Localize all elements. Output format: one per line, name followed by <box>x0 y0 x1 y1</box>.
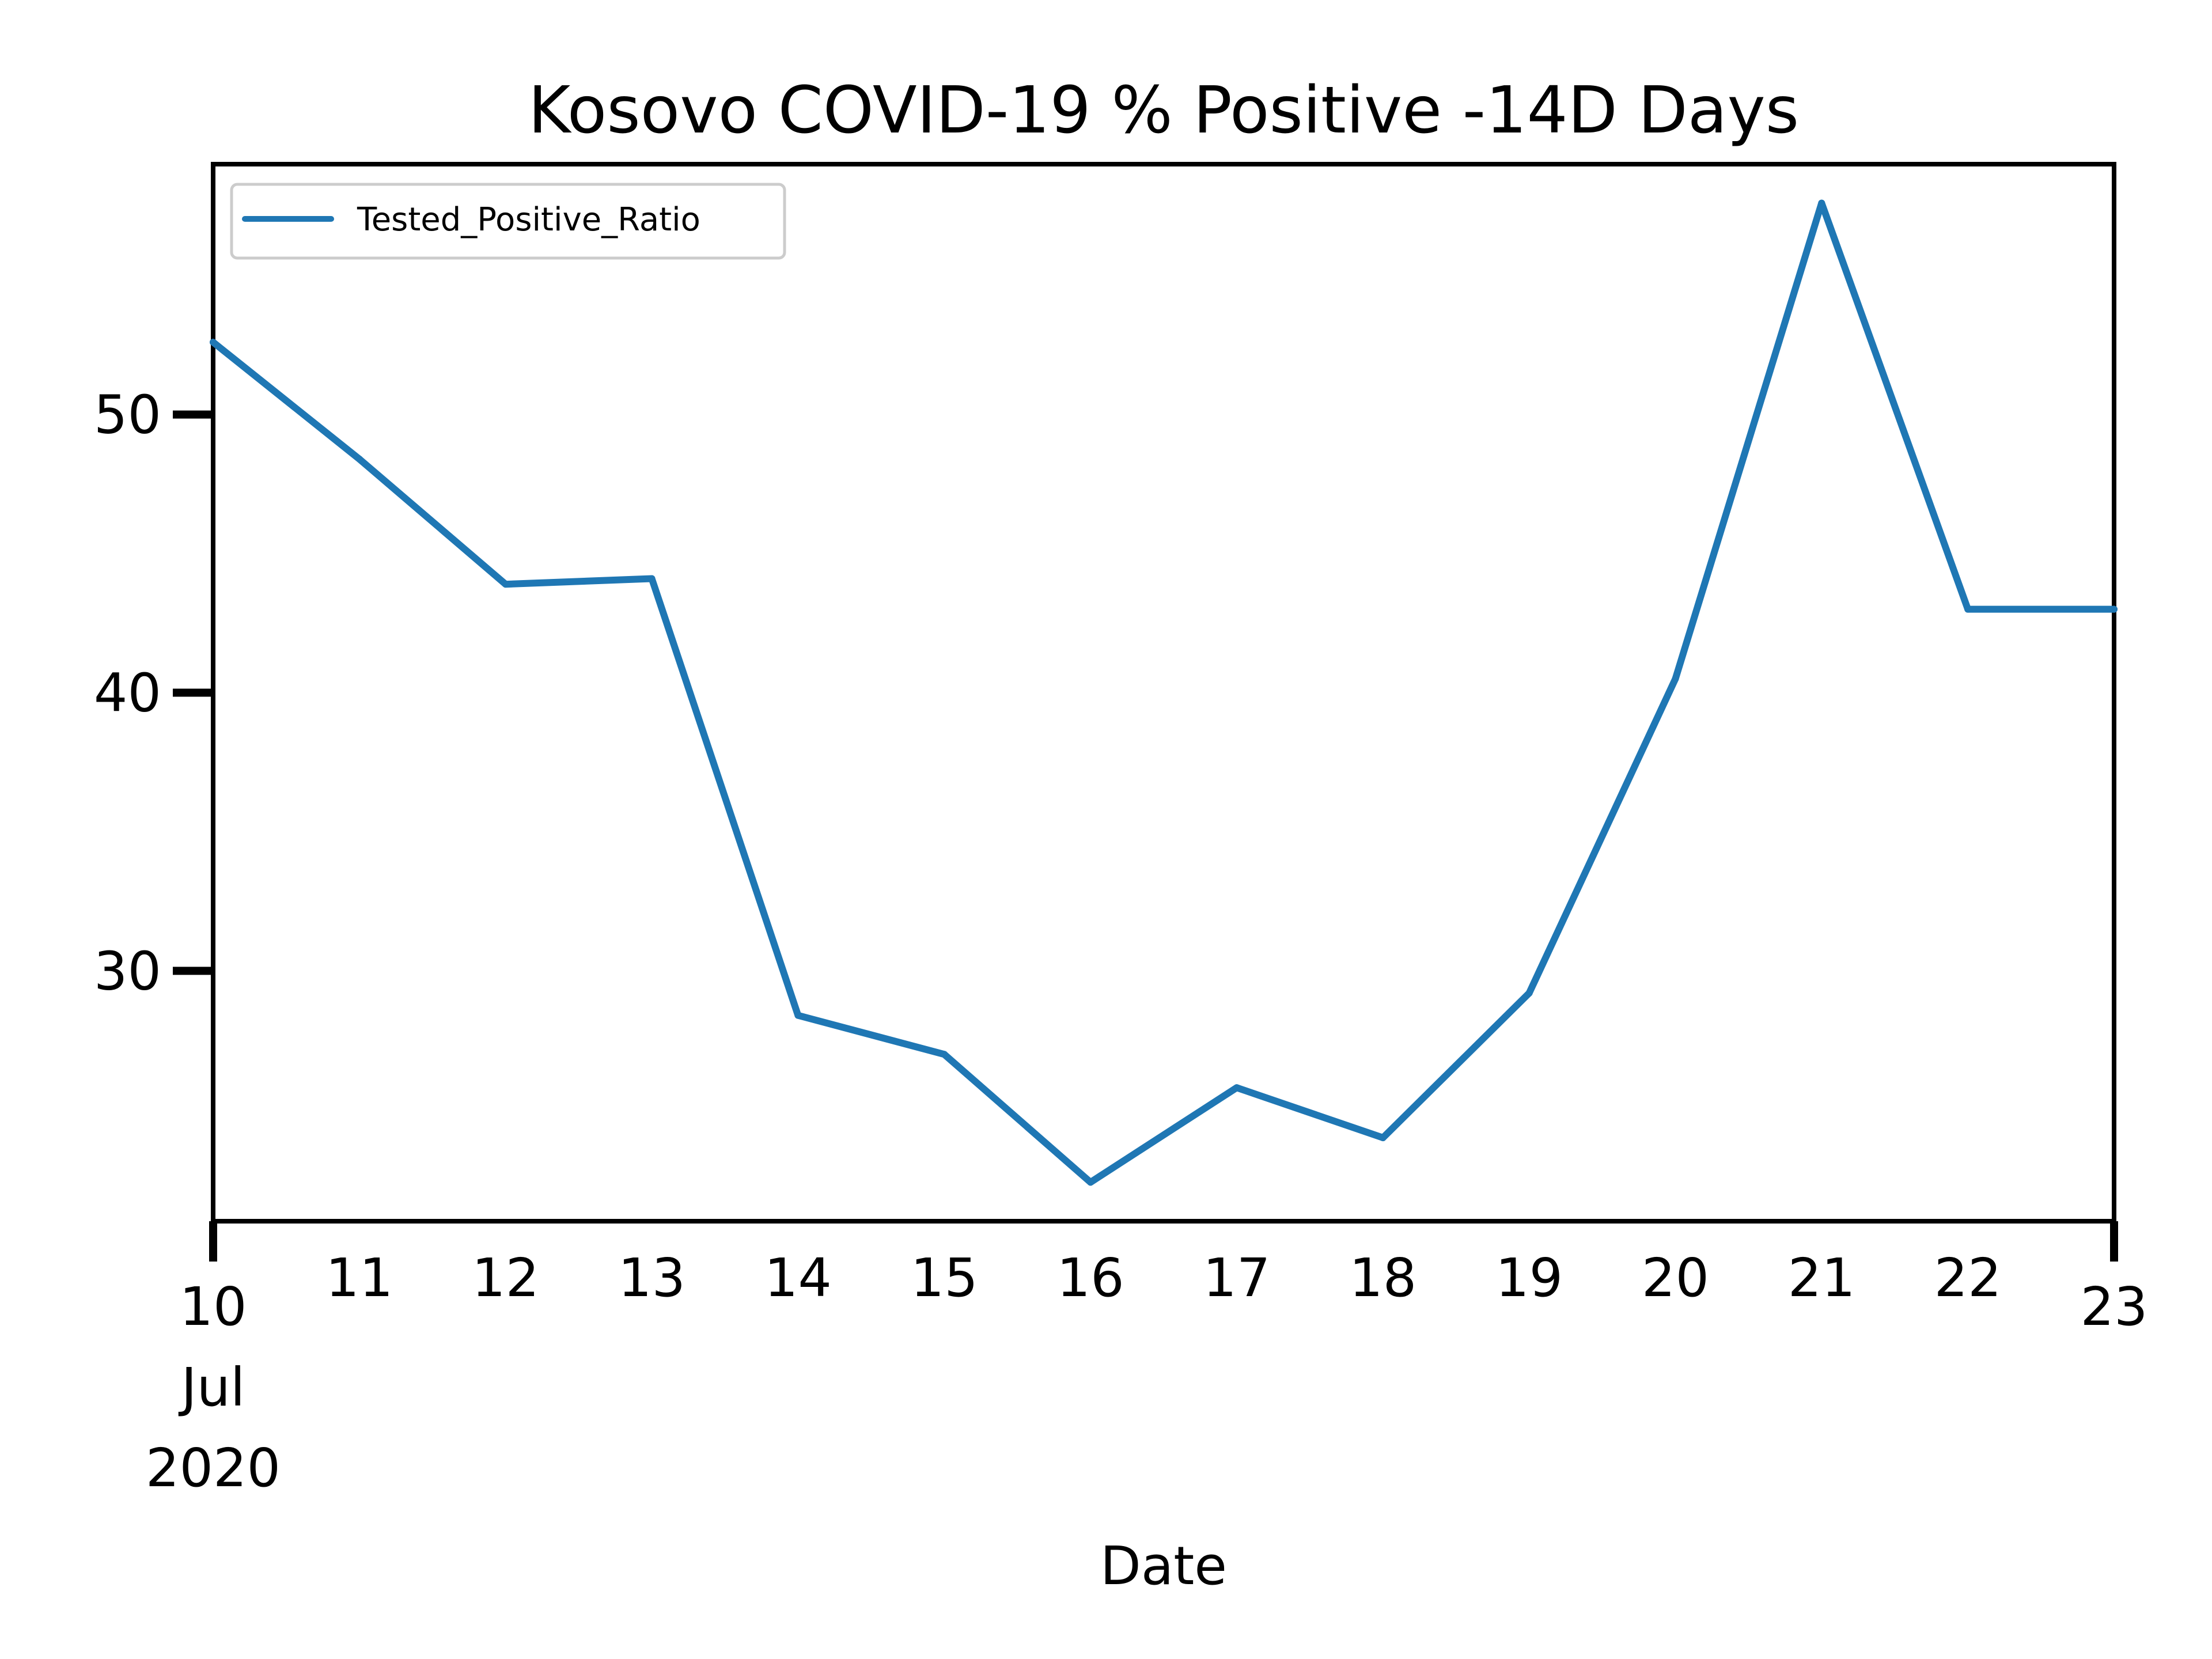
plot-frame <box>211 162 2116 1224</box>
x-tick-label: 12 <box>472 1247 539 1309</box>
data-point <box>502 581 509 588</box>
x-tick-label: 16 <box>1057 1247 1124 1309</box>
x-tick-label: 21 <box>1788 1247 1855 1309</box>
y-tick-label: 30 <box>94 940 161 1002</box>
data-point <box>2111 605 2118 613</box>
data-point <box>1379 1134 1387 1142</box>
legend: Tested_Positive_Ratio <box>230 183 786 260</box>
x-tick-label: 20 <box>1642 1247 1709 1309</box>
data-point <box>1964 605 1972 613</box>
x-tick-label: 14 <box>764 1247 832 1309</box>
x-tick-label: 17 <box>1203 1247 1270 1309</box>
data-point <box>355 455 363 463</box>
x-tick-label: 22 <box>1934 1247 2002 1309</box>
x-tick-label: 13 <box>618 1247 685 1309</box>
x-tick-label: 2020 <box>146 1437 281 1499</box>
data-point <box>794 1012 802 1019</box>
data-point <box>941 1051 948 1058</box>
data-point <box>1087 1179 1094 1186</box>
x-tick-label: 15 <box>911 1247 978 1309</box>
data-point <box>1233 1084 1240 1092</box>
data-point <box>1525 990 1533 997</box>
chart-title: Kosovo COVID-19 % Positive -14D Days <box>528 73 1799 148</box>
x-axis: 10 Jul 2020 11 12 13 14 15 16 17 18 19 20 21 22 23 <box>146 1221 2148 1499</box>
plot-area <box>211 162 2116 1224</box>
x-tick-label: 23 <box>2080 1276 2147 1338</box>
data-point <box>648 575 656 582</box>
x-tick-label: 11 <box>325 1247 393 1309</box>
data-point <box>1818 199 1825 207</box>
x-tick-label: 10 <box>179 1276 247 1338</box>
x-tick-label: 18 <box>1349 1247 1416 1309</box>
legend-label: Tested_Positive_Ratio <box>357 201 700 238</box>
series-line <box>210 199 2118 1186</box>
x-tick-label: 19 <box>1495 1247 1563 1309</box>
x-axis-label: Date <box>1100 1535 1227 1597</box>
x-tick-label: Jul <box>178 1357 245 1418</box>
legend-box <box>230 183 786 260</box>
y-axis: 30 40 50 <box>94 384 213 1002</box>
series-layer <box>210 199 2118 1186</box>
y-tick-label: 50 <box>94 384 161 446</box>
data-point <box>210 339 217 346</box>
y-tick-label: 40 <box>94 662 161 724</box>
data-point <box>1672 675 1679 683</box>
